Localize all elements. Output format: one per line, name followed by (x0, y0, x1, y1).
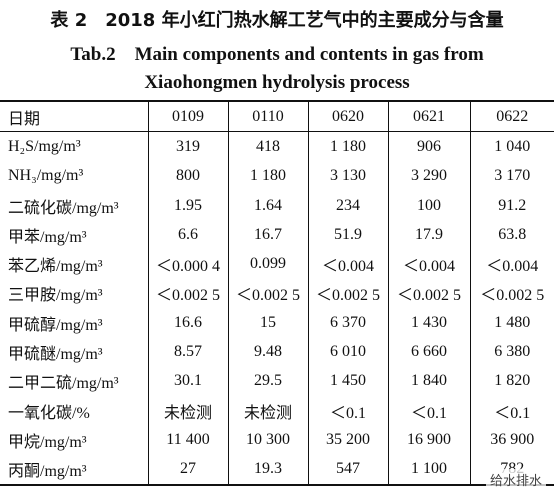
cell: ＜0.002 5 (387, 278, 470, 309)
table-row: NH₃/mg/m³ 800 1 180 3 130 3 290 3 170 (0, 161, 554, 191)
cell: ＜0.004 (387, 249, 470, 279)
cell: 547 (307, 454, 388, 485)
cell: 15 (227, 308, 308, 338)
cell: 19.3 (227, 454, 308, 485)
cell: 8.57 (147, 337, 228, 367)
cell: ＜0.1 (307, 395, 388, 426)
table-row: H₂S/mg/m³ 319 418 1 180 906 1 040 (0, 131, 554, 162)
row-label: 一氧化碳/% (8, 404, 90, 422)
cell: 0.099 (227, 249, 308, 279)
row-label: NH₃/mg/m³ (8, 167, 84, 185)
table-row: 苯乙烯/mg/m³ ＜0.000 4 0.099 ＜0.004 ＜0.004 ＜0.004 (0, 249, 554, 279)
row-label: 日期 (0, 101, 148, 133)
title-cn: 表 2 2018 年小红门热水解工艺气中的主要成分与含量 (50, 10, 504, 31)
cell: 30.1 (147, 366, 228, 396)
row-label: 甲烷/mg/m³ (8, 433, 87, 451)
cell: 3 130 (307, 161, 388, 191)
table-row: 一氧化碳/% 未检测 未检测 ＜0.1 ＜0.1 ＜0.1 (0, 395, 554, 426)
cell: 1 840 (387, 366, 470, 396)
cell: ＜0.000 4 (147, 249, 228, 279)
cell: 未检测 (227, 395, 308, 426)
cell: 16.7 (227, 220, 308, 250)
cell: 800 (147, 161, 228, 191)
cell: 1 450 (307, 366, 388, 396)
cell: 0622 (469, 101, 554, 133)
cell: 63.8 (469, 220, 554, 250)
cell: 36 900 (469, 425, 554, 455)
cell: 16.6 (147, 308, 228, 338)
cell: 29.5 (227, 366, 308, 396)
cell: 3 170 (469, 161, 554, 191)
cell: 未检测 (147, 395, 228, 426)
cell: 1 430 (387, 308, 470, 338)
cell: 319 (147, 131, 228, 162)
row-label: 苯乙烯/mg/m³ (8, 258, 103, 276)
cell: ＜0.1 (469, 395, 554, 426)
cell: 6 660 (387, 337, 470, 367)
cell: 10 300 (227, 425, 308, 455)
cell: 6 010 (307, 337, 388, 367)
cell: 51.9 (307, 220, 388, 250)
row-label: 三甲胺/mg/m³ (8, 287, 103, 305)
cell: 0621 (387, 101, 470, 133)
row-label: 二甲二硫/mg/m³ (8, 375, 119, 393)
cell: 3 290 (387, 161, 470, 191)
table-row: 二硫化碳/mg/m³ 1.95 1.64 234 100 91.2 (0, 190, 554, 221)
table-row: 甲硫醇/mg/m³ 16.6 15 6 370 1 430 1 480 (0, 308, 554, 338)
cell: 6.6 (147, 220, 228, 250)
cell: ＜0.1 (387, 395, 470, 426)
header-row: 日期 0109 0110 0620 0621 0622 (0, 101, 554, 133)
cell: 906 (387, 131, 470, 162)
cell: 0620 (307, 101, 388, 133)
cell: 1.95 (147, 190, 228, 221)
cell: 6 370 (307, 308, 388, 338)
cell: 17.9 (387, 220, 470, 250)
row-label: 甲苯/mg/m³ (8, 228, 87, 246)
cell: 6 380 (469, 337, 554, 367)
cell: 1 100 (387, 454, 470, 485)
cell: ＜0.004 (307, 249, 388, 279)
cell: 1.64 (227, 190, 308, 221)
cell: 0109 (147, 101, 228, 133)
cell: 35 200 (307, 425, 388, 455)
cell: 91.2 (469, 190, 554, 221)
cell: 100 (387, 190, 470, 221)
data-table: 日期 0109 0110 0620 0621 0622 H₂S/mg/m³ 319 418 1 1… (0, 100, 554, 486)
cell: 1 180 (307, 131, 388, 162)
cell: ＜0.002 5 (307, 278, 388, 309)
title-en: Xiaohongmen hydrolysis process (144, 72, 410, 93)
cell: ＜0.002 5 (227, 278, 308, 309)
row-label: 丙酮/mg/m³ (8, 463, 87, 481)
table-row: 三甲胺/mg/m³ ＜0.002 5 ＜0.002 5 ＜0.002 5 ＜0.002 … (0, 278, 554, 309)
cell: 0110 (227, 101, 308, 133)
cell: 1 820 (469, 366, 554, 396)
cell: ＜0.002 5 (147, 278, 228, 309)
row-label: 二硫化碳/mg/m³ (8, 199, 119, 217)
cell: 16 900 (387, 425, 470, 455)
cell: 1 480 (469, 308, 554, 338)
table-row: 甲硫醚/mg/m³ 8.57 9.48 6 010 6 660 6 380 (0, 337, 554, 367)
row-label: H₂S/mg/m³ (8, 137, 81, 155)
watermark: 给水排水 (485, 469, 546, 490)
table-row: 甲烷/mg/m³ 11 400 10 300 35 200 16 900 36 900 (0, 425, 554, 455)
cell: ＜0.002 5 (469, 278, 554, 309)
cell: ＜0.004 (469, 249, 554, 279)
cell: 1 040 (469, 131, 554, 162)
title-en: Tab.2 Main components and contents in ga… (70, 44, 484, 65)
cell: 1 180 (227, 161, 308, 191)
cell: 27 (147, 454, 228, 485)
cell: 9.48 (227, 337, 308, 367)
table-row: 甲苯/mg/m³ 6.6 16.7 51.9 17.9 63.8 (0, 220, 554, 250)
table-row: 二甲二硫/mg/m³ 30.1 29.5 1 450 1 840 1 820 (0, 366, 554, 396)
row-label: 甲硫醇/mg/m³ (8, 316, 103, 334)
row-label: 甲硫醚/mg/m³ (8, 346, 103, 364)
cell: 418 (227, 131, 308, 162)
cell: 11 400 (147, 425, 228, 455)
cell: 234 (307, 190, 388, 221)
